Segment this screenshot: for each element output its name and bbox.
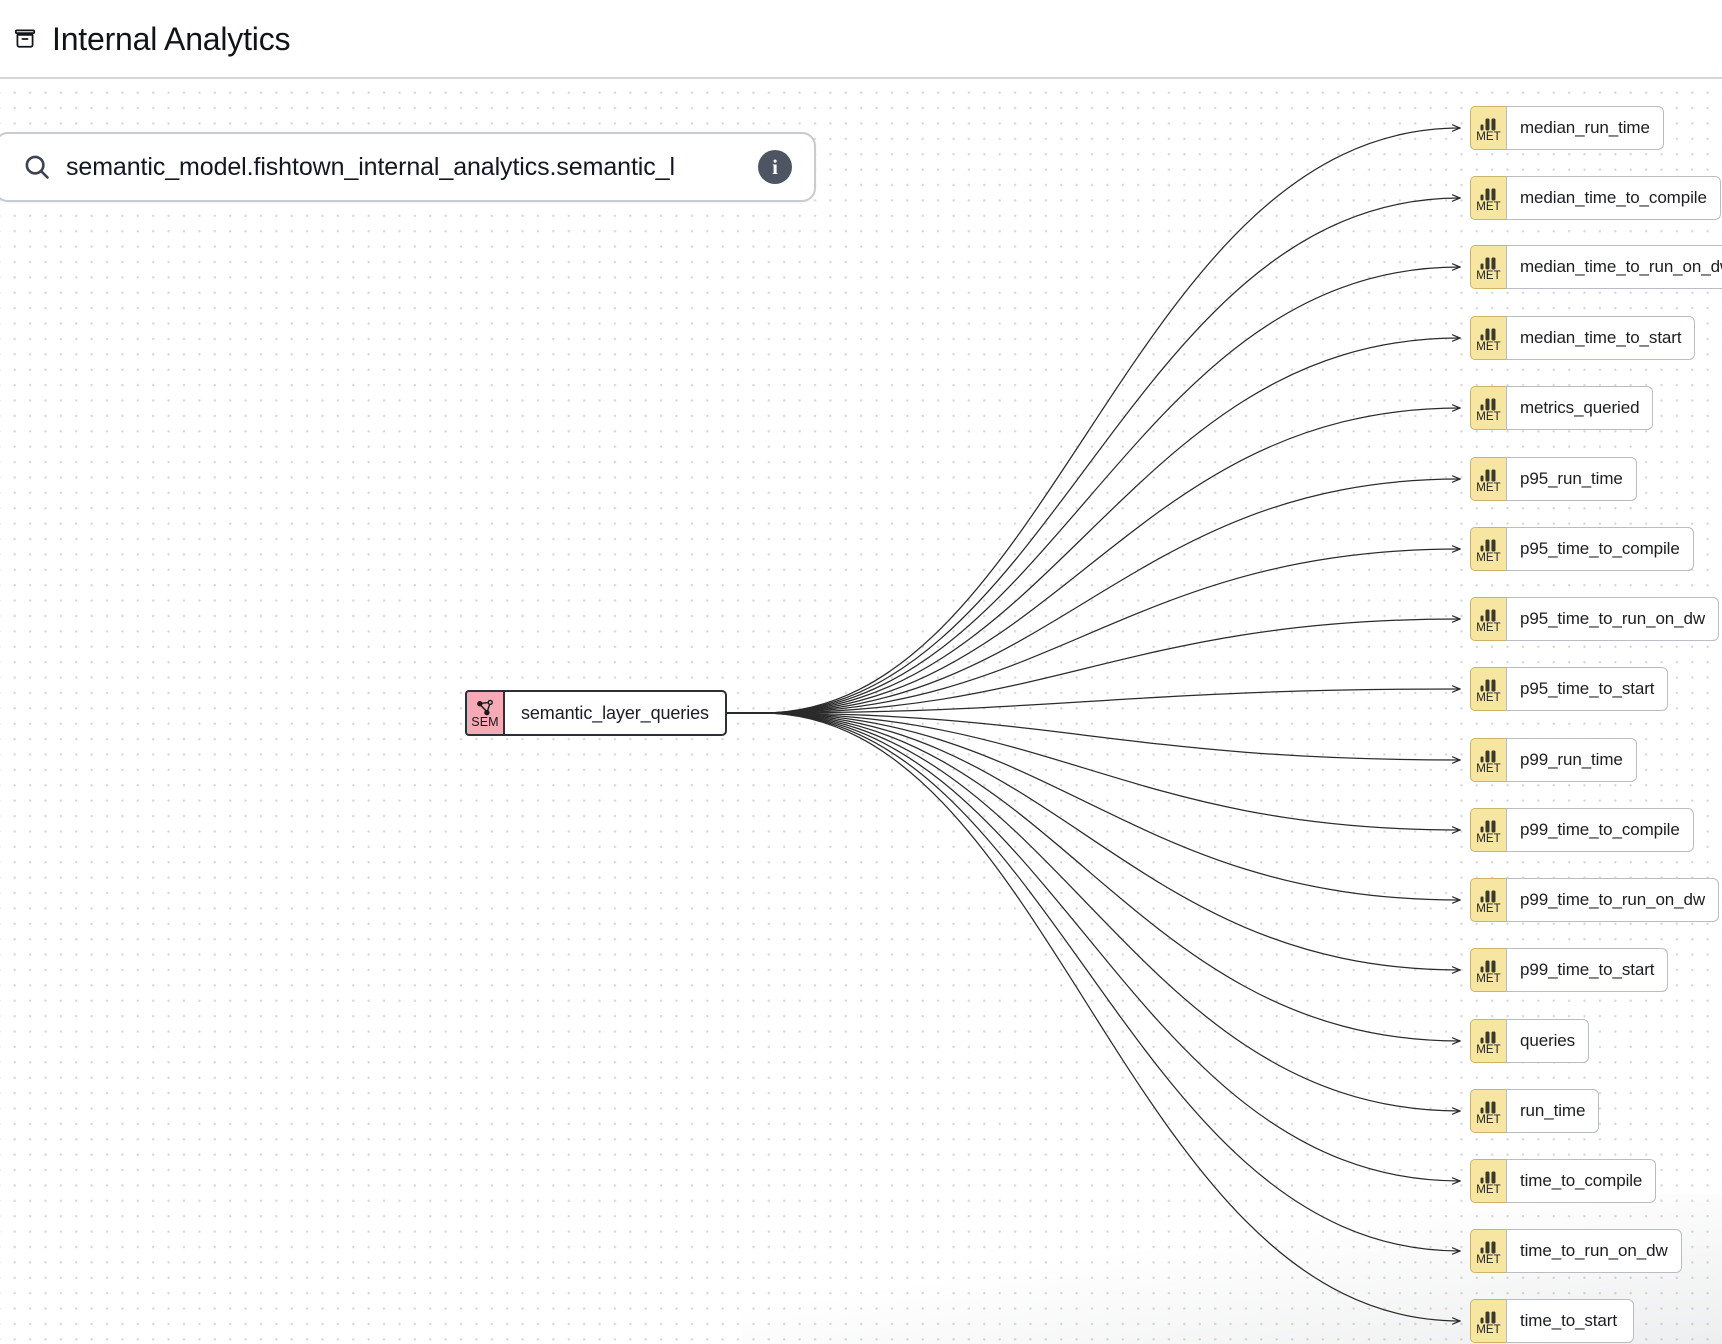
info-icon[interactable]: i: [758, 150, 792, 184]
bar-chart-icon: MET: [1470, 1089, 1506, 1133]
lineage-edge: [690, 338, 1460, 714]
graph-node-label: median_time_to_run_on_dw: [1506, 245, 1722, 289]
bar-chart-icon: MET: [1470, 738, 1506, 782]
graph-node-label: p99_time_to_compile: [1506, 808, 1694, 852]
graph-node-label: median_time_to_compile: [1506, 176, 1721, 220]
lineage-edge: [690, 712, 1460, 900]
archive-box-icon: [10, 24, 40, 54]
graph-node-label: p99_time_to_run_on_dw: [1506, 878, 1720, 922]
lineage-edge: [690, 712, 1460, 1251]
graph-node-metric[interactable]: MET p99_time_to_run_on_dw: [1470, 878, 1720, 922]
bar-chart-icon: MET: [1470, 527, 1506, 571]
lineage-edge: [690, 712, 1460, 830]
lineage-graph-canvas[interactable]: SEM semantic_layer_queries MET median_run_t…: [0, 79, 1722, 1344]
semantic-model-icon: SEM: [465, 690, 503, 736]
graph-node-metric[interactable]: MET queries: [1470, 1019, 1590, 1063]
graph-node-label: semantic_layer_queries: [503, 690, 727, 736]
graph-node-metric[interactable]: MET p95_time_to_start: [1470, 667, 1669, 711]
graph-node-label: time_to_compile: [1506, 1159, 1657, 1203]
graph-node-metric[interactable]: MET p99_run_time: [1470, 738, 1637, 782]
bar-chart-icon: MET: [1470, 808, 1506, 852]
graph-node-metric[interactable]: MET median_run_time: [1470, 106, 1664, 150]
bar-chart-icon: MET: [1470, 245, 1506, 289]
graph-node-metric[interactable]: MET p95_run_time: [1470, 457, 1637, 501]
graph-node-metric[interactable]: MET time_to_start: [1470, 1299, 1634, 1343]
graph-node-metric[interactable]: MET p99_time_to_compile: [1470, 808, 1694, 852]
lineage-edge: [690, 712, 1460, 970]
search-icon: [20, 150, 54, 184]
graph-node-label: p95_run_time: [1506, 457, 1637, 501]
bar-chart-icon: MET: [1470, 948, 1506, 992]
graph-node-label: p99_run_time: [1506, 738, 1637, 782]
app-header: Internal Analytics: [0, 0, 1722, 79]
info-glyph: i: [772, 154, 778, 179]
graph-node-metric[interactable]: MET metrics_queried: [1470, 386, 1654, 430]
bar-chart-icon: MET: [1470, 457, 1506, 501]
search-input[interactable]: [66, 147, 748, 187]
lineage-edge: [690, 712, 1460, 1111]
lineage-edge: [690, 712, 1460, 1181]
lineage-edge: [690, 128, 1460, 714]
graph-node-semantic-model[interactable]: SEM semantic_layer_queries: [465, 690, 727, 736]
graph-node-label: p95_time_to_run_on_dw: [1506, 597, 1720, 641]
graph-node-metric[interactable]: MET p99_time_to_start: [1470, 948, 1669, 992]
graph-node-label: p95_time_to_compile: [1506, 527, 1694, 571]
lineage-edge: [690, 712, 1460, 1041]
graph-node-label: metrics_queried: [1506, 386, 1654, 430]
graph-node-label: p99_time_to_start: [1506, 948, 1669, 992]
lineage-edge: [690, 408, 1460, 714]
graph-node-label: time_to_run_on_dw: [1506, 1229, 1682, 1273]
bar-chart-icon: MET: [1470, 1299, 1506, 1343]
bar-chart-icon: MET: [1470, 1229, 1506, 1273]
bar-chart-icon: MET: [1470, 1019, 1506, 1063]
bar-chart-icon: MET: [1470, 878, 1506, 922]
node-search-bar[interactable]: i: [0, 132, 816, 202]
lineage-edge: [690, 712, 1460, 1321]
graph-node-metric[interactable]: MET median_time_to_run_on_dw: [1470, 245, 1722, 289]
bar-chart-icon: MET: [1470, 316, 1506, 360]
graph-node-label: run_time: [1506, 1089, 1600, 1133]
graph-node-metric[interactable]: MET time_to_run_on_dw: [1470, 1229, 1682, 1273]
lineage-edge: [690, 479, 1460, 714]
lineage-edge: [690, 712, 1460, 760]
graph-node-label: median_time_to_start: [1506, 316, 1696, 360]
graph-node-metric[interactable]: MET median_time_to_start: [1470, 316, 1696, 360]
graph-node-metric[interactable]: MET run_time: [1470, 1089, 1600, 1133]
lineage-edges: [690, 79, 1722, 1344]
lineage-edge: [690, 619, 1460, 714]
page-title: Internal Analytics: [52, 20, 291, 57]
bar-chart-icon: MET: [1470, 386, 1506, 430]
graph-node-metric[interactable]: MET time_to_compile: [1470, 1159, 1657, 1203]
bar-chart-icon: MET: [1470, 1159, 1506, 1203]
bar-chart-icon: MET: [1470, 106, 1506, 150]
graph-node-metric[interactable]: MET p95_time_to_compile: [1470, 527, 1694, 571]
lineage-edge: [690, 689, 1460, 714]
bar-chart-icon: MET: [1470, 597, 1506, 641]
bar-chart-icon: MET: [1470, 176, 1506, 220]
lineage-edge: [690, 549, 1460, 714]
graph-node-metric[interactable]: MET median_time_to_compile: [1470, 176, 1721, 220]
graph-node-label: median_run_time: [1506, 106, 1664, 150]
bar-chart-icon: MET: [1470, 667, 1506, 711]
lineage-edge: [690, 267, 1460, 714]
graph-node-metric[interactable]: MET p95_time_to_run_on_dw: [1470, 597, 1720, 641]
graph-node-label: p95_time_to_start: [1506, 667, 1669, 711]
lineage-edge: [690, 198, 1460, 714]
graph-node-label: time_to_start: [1506, 1299, 1634, 1343]
graph-node-label: queries: [1506, 1019, 1590, 1063]
